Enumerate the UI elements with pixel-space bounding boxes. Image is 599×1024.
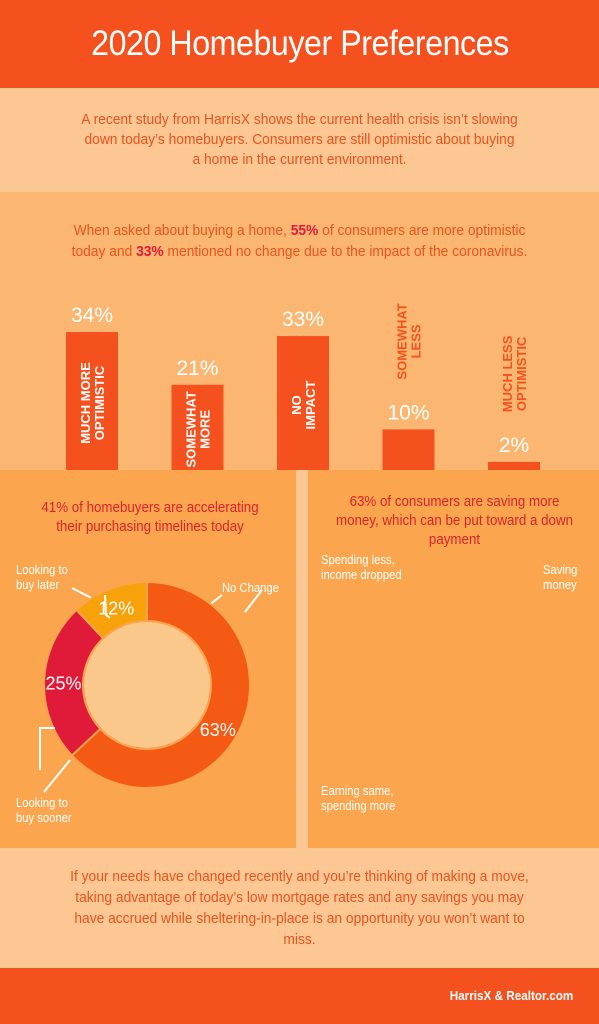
- donut-chart-savings: 63% 25% 12%: [39, 580, 263, 789]
- bar-category-label-1: SOMEWHAT MORE: [184, 391, 213, 467]
- donut-right-slice-0: [70, 580, 251, 789]
- right-panel: [308, 470, 599, 848]
- leader-earning-same: [39, 727, 55, 770]
- bar-category-text: OPTIMISTIC: [514, 336, 529, 411]
- donut-right-value-label-2: 12%: [98, 598, 134, 618]
- bar-3: [382, 429, 435, 470]
- bar-value-label-0: 34%: [71, 304, 113, 327]
- leader-spending-less: [104, 594, 111, 619]
- callout-buy-later: Looking to buy later: [16, 563, 68, 592]
- bar-0: [66, 332, 118, 470]
- bar-2: [277, 336, 329, 470]
- closing-section: If your needs have changed recently and …: [0, 848, 599, 968]
- bar-category-text: LESS: [409, 324, 424, 358]
- bar-value-label-3: 10%: [387, 401, 429, 424]
- bar-value-label-1: 21%: [176, 357, 218, 380]
- bar-4: [488, 461, 540, 470]
- bar-intro-pct1: 55%: [290, 222, 319, 239]
- leader-saving-money: [244, 589, 263, 613]
- bar-value-label-4: 2%: [499, 434, 529, 457]
- callout-earning-same: Earning same, spending more: [321, 784, 396, 813]
- bar-category-text: NO: [289, 395, 304, 415]
- bar-intro-part1: When asked about buying a home,: [73, 222, 291, 239]
- callout-no-change: No Change: [222, 581, 279, 595]
- closing-text: If your needs have changed recently and …: [70, 868, 529, 948]
- left-panel-title: 41% of homebuyers are accelerating their…: [41, 500, 259, 535]
- footer-banner: HarrisX & Realtor.com: [0, 968, 599, 1024]
- bar-category-text: SOMEWHAT: [184, 391, 199, 467]
- right-panel-title: 63% of consumers are saving more money, …: [335, 494, 574, 548]
- bar-category-text: MUCH MORE: [78, 362, 93, 444]
- callout-buy-sooner: Looking to buy sooner: [16, 796, 72, 825]
- bar-category-label-4: MUCH LESS OPTIMISTIC: [500, 335, 529, 412]
- callout-saving-money: Saving money: [543, 563, 578, 592]
- bar-chart: 34%MUCH MORE OPTIMISTIC 21%SOMEWHAT MORE33%…: [66, 303, 540, 470]
- bar-category-label-2: NO IMPACT: [289, 381, 318, 430]
- source-credit: HarrisX & Realtor.com: [449, 988, 573, 1003]
- donut-right-value-label-1: 25%: [46, 673, 82, 693]
- bar-1: [171, 384, 224, 470]
- bar-category-text: IMPACT: [303, 381, 318, 430]
- leader-buy-sooner: [43, 759, 71, 793]
- bar-intro-part3: mentioned no change due to the impact of…: [163, 243, 528, 260]
- bar-intro-part2: of consumers are more optimistic today a…: [71, 222, 526, 260]
- panel-divider: [296, 470, 308, 848]
- callout-spending-less: Spending less, income dropped: [321, 553, 402, 582]
- bar-category-text: OPTIMISTIC: [92, 365, 107, 440]
- page-title: 2020 Homebuyer Preferences: [90, 24, 509, 63]
- bar-chart-intro: When asked about buying a home, 55% of c…: [40, 220, 559, 262]
- donut-right-value-label-0: 63%: [200, 720, 236, 740]
- donut-right-group: 63% 25% 12%: [43, 580, 251, 789]
- bar-category-label-3: SOMEWHAT LESS: [395, 303, 424, 379]
- header-banner: 2020 Homebuyer Preferences: [0, 0, 599, 88]
- bar-value-label-2: 33%: [282, 308, 324, 331]
- intro-section: A recent study from HarrisX shows the cu…: [0, 88, 599, 192]
- intro-text: A recent study from HarrisX shows the cu…: [81, 111, 518, 168]
- bar-category-text: MORE: [198, 410, 213, 449]
- donut-right-slice-2: [75, 580, 148, 640]
- bar-intro-pct2: 33%: [136, 243, 164, 260]
- bar-category-text: SOMEWHAT: [395, 303, 410, 379]
- donut-right-center: [84, 622, 210, 748]
- bar-category-label-0: MUCH MORE OPTIMISTIC: [78, 362, 107, 444]
- bar-category-text: MUCH LESS: [500, 335, 515, 412]
